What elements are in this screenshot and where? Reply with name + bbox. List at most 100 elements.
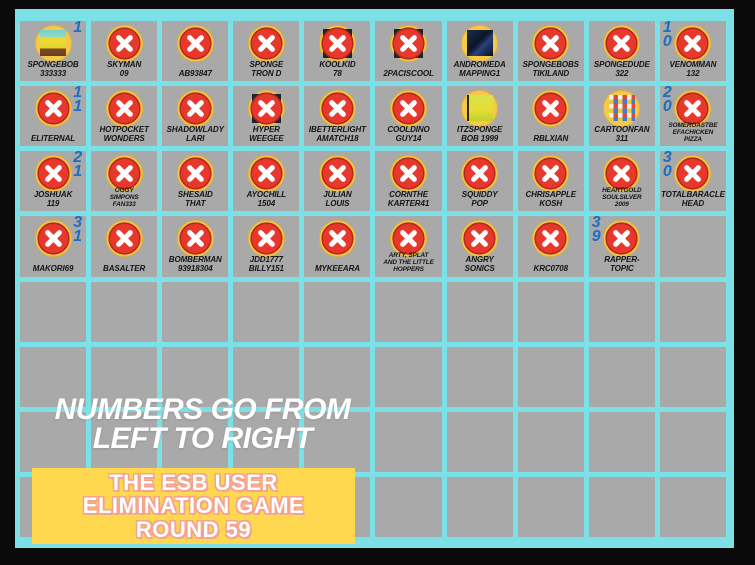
user-avatar <box>304 153 370 193</box>
user-avatar <box>447 153 513 193</box>
empty-cell <box>162 346 229 407</box>
user-avatar <box>518 218 584 258</box>
username-label: BOMBERMAN 93918304 <box>168 255 222 273</box>
empty-cell <box>233 346 300 407</box>
coin-circle-icon <box>105 219 143 257</box>
username-label: JDD1777 BILLY151 <box>248 255 284 273</box>
user-avatar <box>589 88 655 128</box>
username-label: COOLDINO GUY14 <box>387 125 430 143</box>
empty-cell <box>375 281 442 342</box>
empty-cell <box>588 476 655 537</box>
user-cell: CARTOONFAN 311 <box>588 86 655 147</box>
user-cell: VENOMMAN 132 1 0 <box>659 19 726 82</box>
user-cell: ITZSPONGE BOB 1999 <box>446 86 513 147</box>
x-mark-icon <box>179 92 212 125</box>
empty-cell <box>233 411 300 472</box>
coin-circle-icon <box>247 219 285 257</box>
x-mark-icon <box>250 92 283 125</box>
coin-circle-icon <box>461 154 499 192</box>
coin-circle-icon <box>176 154 214 192</box>
username-label: MYKEEARA <box>314 263 360 273</box>
user-cell: HOTPOCKET WONDERS <box>91 86 158 147</box>
user-avatar <box>589 153 655 193</box>
empty-cell <box>20 281 87 342</box>
username-label: IBETTERLIGHT AMATCH18 <box>308 125 366 143</box>
username-label: JULIAN LOUIS <box>323 190 352 208</box>
username-label: OGGY SIMPONS FAN333 <box>109 187 139 209</box>
x-mark-icon <box>321 26 354 60</box>
title-line-1: THE ESB USER <box>109 470 278 496</box>
username-label: SPONGEBOB 333333 <box>27 59 79 78</box>
user-cell: SPONGE TRON D <box>233 21 300 82</box>
coin-circle-icon <box>247 154 285 192</box>
user-avatar <box>233 153 299 193</box>
username-label: HYPER WEEGEE <box>249 125 284 143</box>
user-cell: AB93847 <box>162 21 229 82</box>
coin-circle-icon <box>674 24 712 62</box>
username-label: RBLXIAN <box>533 133 569 143</box>
username-label: BASALTER <box>103 263 146 273</box>
user-avatar <box>375 23 441 63</box>
x-mark-icon <box>392 26 425 60</box>
coin-circle-icon <box>105 89 143 127</box>
x-mark-icon <box>392 157 425 190</box>
empty-cell <box>659 411 726 472</box>
coin-circle-icon <box>603 154 641 192</box>
x-mark-icon <box>108 157 141 190</box>
coin-circle-icon <box>34 24 72 62</box>
x-mark-icon <box>392 222 425 255</box>
empty-cell <box>20 346 87 407</box>
empty-cell <box>304 281 371 342</box>
username-label: RAPPER- TOPIC <box>604 255 640 273</box>
coin-circle-icon <box>318 219 356 257</box>
user-cell: ANGRY SONICS <box>446 216 513 277</box>
user-cell: SKYMAN 09 <box>91 21 158 82</box>
empty-cell <box>20 411 87 472</box>
user-avatar <box>375 153 441 193</box>
user-cell: ANDROMEDA MAPPING1 <box>446 21 513 82</box>
slot-number: 1 1 <box>73 84 83 116</box>
empty-cell <box>659 216 726 277</box>
coin-circle-icon <box>532 219 570 257</box>
user-cell: IBETTERLIGHT AMATCH18 <box>304 86 371 147</box>
title-line-3: ROUND 59 <box>135 516 252 542</box>
coin-circle-icon <box>247 89 285 127</box>
user-cell: BASALTER <box>91 216 158 277</box>
user-cell: TOTALBARACLE HEAD 3 0 <box>659 150 726 212</box>
user-cell: BOMBERMAN 93918304 <box>162 216 229 277</box>
username-label: MAKORI69 <box>32 263 74 273</box>
slot-number: 3 9 <box>591 214 601 246</box>
username-label: ELITERNAL <box>31 133 76 143</box>
user-avatar <box>518 88 584 128</box>
user-avatar <box>162 88 228 128</box>
x-mark-icon <box>179 26 212 60</box>
username-label: AB93847 <box>178 68 212 78</box>
empty-cell <box>659 346 726 407</box>
user-avatar <box>375 218 441 258</box>
empty-cell <box>588 346 655 407</box>
round-note: NUMBERS GO FROM LEFT TO RIGHT <box>54 393 351 455</box>
user-avatar <box>375 88 441 128</box>
slot-number: 3 1 <box>73 214 83 246</box>
user-avatar <box>91 23 157 63</box>
user-avatar <box>447 23 513 63</box>
user-avatar <box>20 23 86 63</box>
username-label: SPONGEBOBS TIKILAND <box>522 59 579 78</box>
user-cell: HYPER WEEGEE <box>233 86 300 147</box>
x-mark-icon <box>179 157 212 190</box>
x-mark-icon <box>534 92 567 125</box>
user-avatar <box>20 153 86 193</box>
x-mark-icon <box>463 157 496 190</box>
x-mark-icon <box>108 92 141 125</box>
coin-circle-icon <box>390 24 428 62</box>
user-cell: SOMEROASTBE EFACHICKEN PIZZA 2 0 <box>659 85 726 147</box>
username-label: ITZSPONGE BOB 1999 <box>456 125 503 143</box>
x-mark-icon <box>605 26 638 60</box>
x-mark-icon <box>108 222 141 255</box>
slot-number: 2 1 <box>73 149 83 181</box>
x-mark-icon <box>392 92 425 125</box>
avatar-image <box>466 95 493 122</box>
coin-circle-icon <box>461 24 499 62</box>
coin-circle-icon <box>176 219 214 257</box>
user-avatar <box>518 23 584 63</box>
